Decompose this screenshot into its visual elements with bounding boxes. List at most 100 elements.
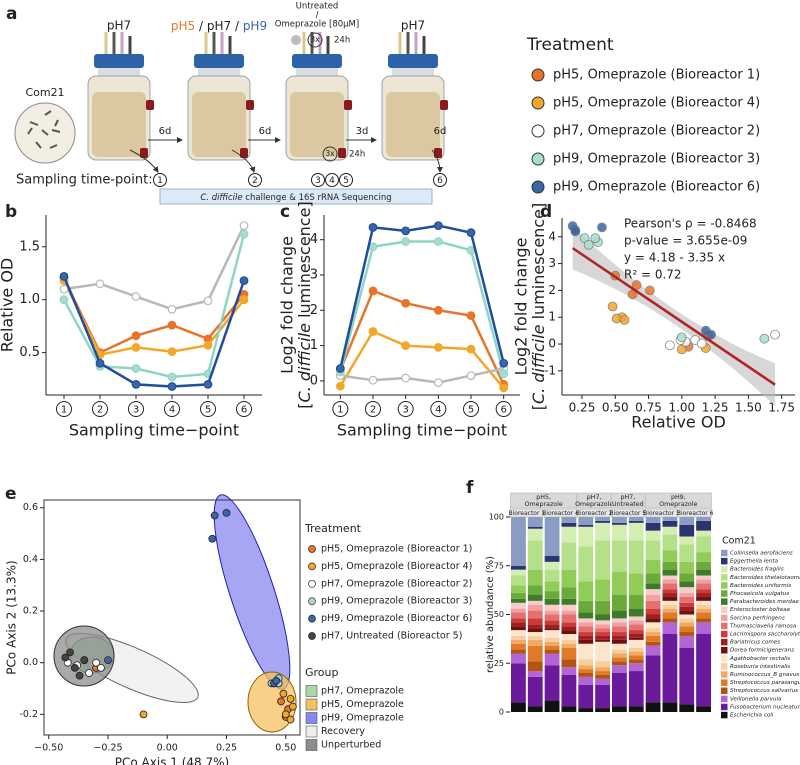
bar-segment bbox=[578, 600, 594, 613]
bar-segment bbox=[645, 655, 661, 703]
bar-segment bbox=[511, 702, 526, 712]
series-point bbox=[239, 221, 249, 230]
bar-segment bbox=[544, 645, 560, 650]
y-tick-label: 25 bbox=[494, 659, 504, 668]
legend-marker bbox=[308, 614, 316, 623]
scatter-point bbox=[92, 658, 101, 667]
treatment-label: Untreated bbox=[296, 2, 339, 12]
bar-segment bbox=[679, 593, 695, 597]
bar-segment bbox=[595, 600, 610, 615]
x-tick-label: 1 bbox=[337, 405, 343, 416]
bar-segment bbox=[544, 637, 560, 642]
bar-segment bbox=[662, 622, 678, 634]
bar-segment bbox=[662, 618, 678, 623]
bar-segment bbox=[679, 573, 695, 582]
bar-segment bbox=[679, 704, 695, 712]
bar-segment bbox=[696, 536, 711, 553]
legend-label: Bacteroides fragilis bbox=[730, 567, 784, 573]
legend-label: Veillonella parvula bbox=[730, 696, 782, 702]
plot-frame bbox=[43, 499, 301, 736]
bar-segment bbox=[595, 579, 610, 601]
repeat-label: 3x bbox=[325, 149, 335, 158]
series-line bbox=[340, 367, 504, 384]
y-tick-label: 75 bbox=[494, 561, 504, 570]
bar-segment bbox=[578, 708, 594, 712]
group-header bbox=[611, 492, 645, 509]
legend-marker bbox=[531, 96, 545, 110]
bar-segment bbox=[628, 637, 644, 640]
sampling-circle bbox=[153, 173, 167, 187]
legend-label: Lacrimispora saccharolytica bbox=[730, 632, 800, 638]
bar-segment bbox=[578, 546, 594, 582]
legend-marker bbox=[308, 579, 316, 588]
series-point bbox=[239, 295, 249, 305]
bar-segment bbox=[679, 536, 695, 545]
series-point bbox=[368, 286, 378, 296]
bar-segment bbox=[696, 706, 711, 712]
group-label: pH7, bbox=[620, 494, 635, 501]
repeat-icon bbox=[322, 146, 338, 162]
annotation: y = 4.18 - 3.35 x bbox=[624, 251, 725, 265]
x-tick-circle bbox=[495, 401, 512, 417]
bar-segment bbox=[527, 517, 543, 527]
interval-label: 24h bbox=[334, 36, 350, 46]
bar-segment bbox=[696, 593, 711, 597]
bar-segment bbox=[527, 661, 543, 672]
legend-label: Sarcina perfringens bbox=[730, 615, 785, 621]
bar-segment bbox=[527, 706, 543, 712]
legend-label: pH5, Omeprazole (Bioreactor 1) bbox=[321, 544, 472, 555]
bar-segment bbox=[544, 591, 560, 599]
legend-swatch bbox=[721, 598, 728, 605]
legend-label: pH7, Omeprazole (Bioreactor 2) bbox=[553, 124, 760, 139]
legend-label: pH5, Omeprazole bbox=[321, 699, 404, 710]
bar-segment bbox=[561, 667, 577, 675]
legend-label: pH9, Omeprazole (Bioreactor 3) bbox=[321, 596, 472, 607]
legend-marker bbox=[531, 124, 545, 138]
x-tick-circle bbox=[56, 401, 72, 417]
x-tick-label: 2 bbox=[97, 405, 103, 416]
legend-label: Agathobacter rectalis bbox=[729, 656, 790, 662]
x-tick-circle bbox=[236, 401, 252, 417]
bar-segment bbox=[628, 706, 644, 712]
bar-segment bbox=[662, 534, 678, 551]
bar-segment bbox=[645, 645, 661, 656]
treatment-label: Omeprazole [80μM] bbox=[275, 20, 359, 30]
x-tick-label: −0.50 bbox=[34, 743, 63, 754]
bar-segment bbox=[696, 596, 711, 601]
bar-segment bbox=[561, 634, 577, 640]
series-point bbox=[401, 298, 411, 308]
bar-segment bbox=[628, 540, 644, 574]
series-point bbox=[239, 276, 249, 286]
legend-label: pH9, Omeprazole bbox=[321, 713, 404, 724]
legend-swatch bbox=[721, 566, 728, 573]
y-tick-label: 0 bbox=[499, 708, 504, 717]
scatter-point bbox=[286, 715, 295, 724]
bar-segment bbox=[595, 678, 610, 685]
scatter-point bbox=[770, 329, 780, 340]
bar-segment bbox=[511, 653, 526, 664]
scatter-point bbox=[139, 710, 148, 719]
x-axis-title: Relative OD bbox=[631, 413, 726, 432]
x-tick-label: 5 bbox=[205, 405, 211, 416]
subgroup-header bbox=[510, 508, 544, 518]
bar-segment bbox=[544, 614, 560, 621]
bar-segment bbox=[544, 581, 560, 592]
legend-label: Bariatricus comes bbox=[730, 640, 780, 646]
bar-segment bbox=[612, 517, 627, 523]
legend-label: pH7, Omeprazole (Bioreactor 2) bbox=[321, 578, 472, 589]
bar-segment bbox=[561, 674, 577, 707]
y-tick-label: 2 bbox=[548, 283, 556, 297]
bar-segment bbox=[612, 643, 627, 650]
bar-segment bbox=[645, 517, 661, 523]
bar-segment bbox=[595, 641, 610, 662]
group-label: Omeprazole bbox=[659, 501, 697, 508]
bar-segment bbox=[696, 608, 711, 613]
legend-label: pH9, Omeprazole (Bioreactor 3) bbox=[553, 152, 760, 167]
scatter-point bbox=[210, 511, 219, 520]
bar-segment bbox=[595, 684, 610, 709]
bar-segment bbox=[595, 661, 610, 668]
panel-letter: e bbox=[5, 484, 17, 504]
subgroup-header bbox=[644, 508, 679, 518]
subgroup-label: Bioreactor 1 bbox=[508, 510, 545, 517]
bar-segment bbox=[612, 622, 627, 627]
